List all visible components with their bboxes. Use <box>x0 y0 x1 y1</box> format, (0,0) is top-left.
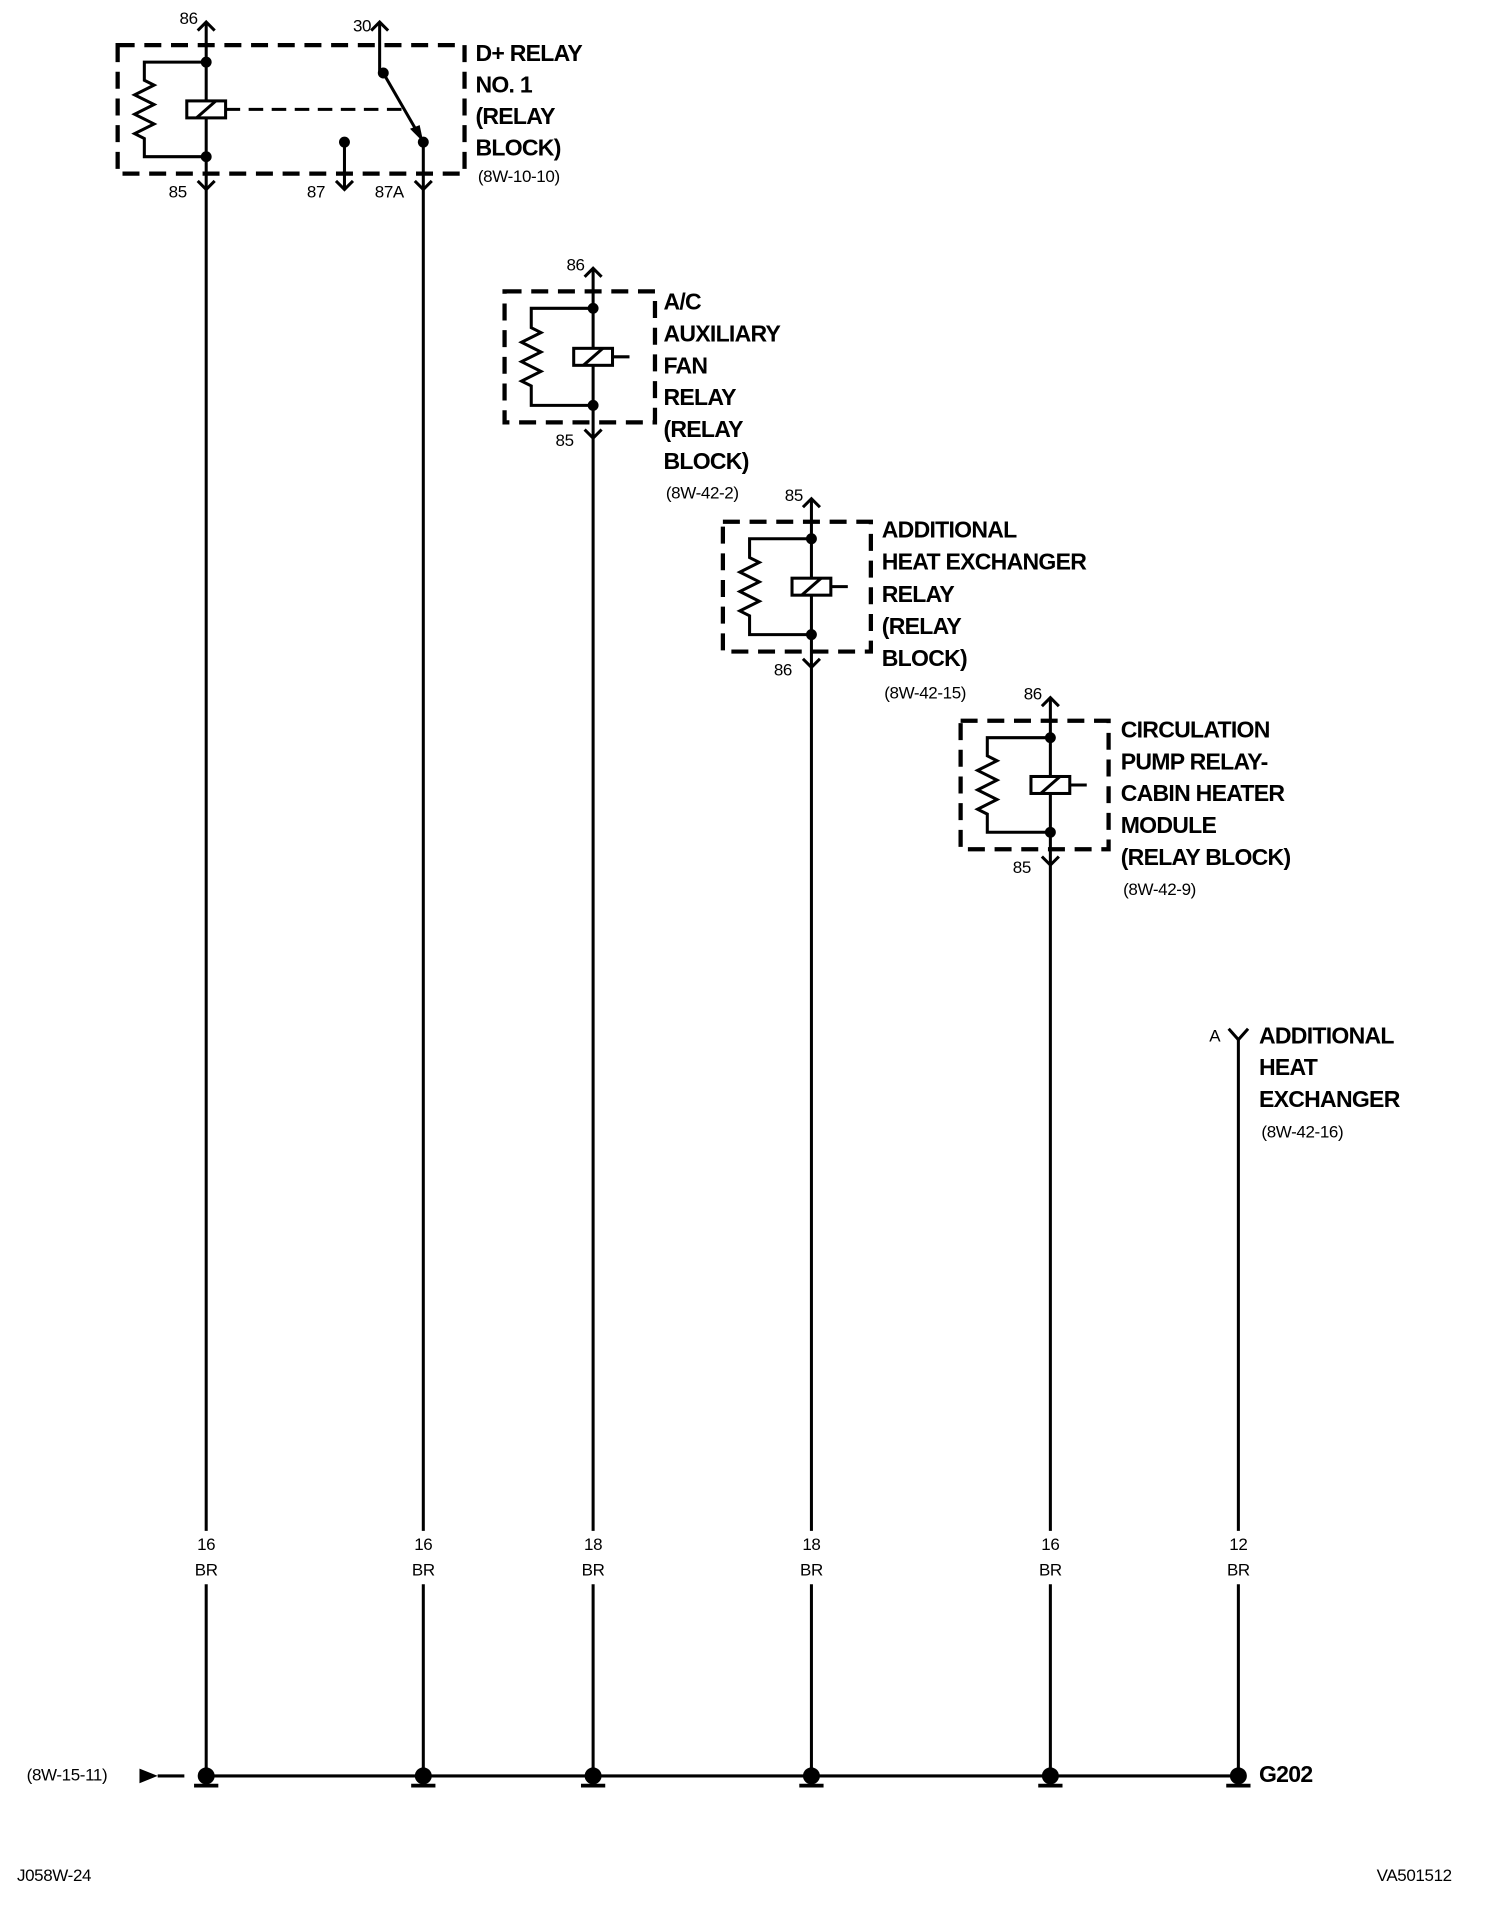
coil-line <box>582 347 604 367</box>
ground-ref: (8W-15-11) <box>27 1765 108 1784</box>
wire-color: BR <box>800 1560 823 1579</box>
pin-label: 30 <box>353 16 371 35</box>
node <box>200 56 212 68</box>
ground-label: G202 <box>1259 1761 1312 1787</box>
relay-label: BLOCK) <box>663 448 748 474</box>
relay-box <box>720 519 873 654</box>
pin-chevron <box>1040 695 1060 708</box>
relay-ref: (8W-10-10) <box>478 167 560 186</box>
splice <box>197 1767 215 1785</box>
pin-label: 86 <box>1024 685 1042 704</box>
footer-left: J058W-24 <box>17 1866 91 1885</box>
relay-label: CIRCULATION <box>1121 717 1270 743</box>
relay-label: BLOCK) <box>475 135 560 161</box>
pin-label: 87 <box>307 183 325 202</box>
splice <box>584 1767 602 1785</box>
resistor <box>736 537 812 637</box>
node <box>805 533 817 545</box>
wire-gauge: 16 <box>1041 1535 1059 1554</box>
wire-gauge: 12 <box>1229 1535 1247 1554</box>
splice <box>802 1767 820 1785</box>
pin-chevron <box>196 19 216 32</box>
relay-label: A/C <box>663 289 701 315</box>
pin-label: 85 <box>556 431 574 450</box>
relay-ref: (8W-42-15) <box>884 683 966 702</box>
relay-label: ADDITIONAL <box>882 517 1017 543</box>
connector-ref: (8W-42-16) <box>1261 1123 1343 1142</box>
relay-label: RELAY <box>663 384 736 410</box>
relay-label: CABIN HEATER <box>1121 780 1286 806</box>
relay-label: HEAT EXCHANGER <box>882 549 1087 575</box>
relay-box <box>502 289 658 425</box>
pin-chevron <box>583 266 603 278</box>
footer-right: VA501512 <box>1377 1866 1452 1885</box>
relay-label: RELAY <box>882 581 955 607</box>
wire-color: BR <box>1227 1560 1250 1579</box>
pin-label: 85 <box>1013 858 1031 877</box>
connector-pin: A <box>1209 1027 1221 1046</box>
relay-box <box>115 42 467 176</box>
resistor <box>518 306 594 407</box>
relay-ref: (8W-42-9) <box>1123 880 1196 899</box>
relay-ref: (8W-42-2) <box>666 483 739 502</box>
pin-chevron <box>334 179 355 192</box>
relay-label: (RELAY <box>475 103 555 129</box>
relay-label: BLOCK) <box>882 645 967 671</box>
pin-label: 85 <box>785 486 803 505</box>
relay-label: FAN <box>663 352 707 378</box>
node <box>1044 826 1056 838</box>
relay-box <box>958 718 1111 852</box>
relay-label: NO. 1 <box>475 71 532 97</box>
wire-gauge: 16 <box>414 1535 432 1554</box>
resistor <box>974 736 1051 834</box>
connector <box>1227 1027 1250 1042</box>
wire-gauge: 18 <box>584 1535 602 1554</box>
node <box>1044 732 1056 744</box>
pin-label: 86 <box>180 9 198 28</box>
connector-label: HEAT <box>1259 1054 1318 1080</box>
relay-label: (RELAY <box>663 416 743 442</box>
relay-label: (RELAY <box>882 613 962 639</box>
coil-line <box>1039 775 1062 795</box>
wire-gauge: 16 <box>197 1535 215 1554</box>
splice <box>1041 1767 1059 1785</box>
pin-label: 87A <box>375 183 405 202</box>
node <box>587 399 599 411</box>
splice <box>414 1767 432 1785</box>
pin-label: 85 <box>169 183 187 202</box>
pin-label: 86 <box>566 255 584 274</box>
relay-label: (RELAY BLOCK) <box>1121 844 1291 870</box>
wire-color: BR <box>195 1560 218 1579</box>
connector-label: ADDITIONAL <box>1259 1022 1394 1048</box>
wire-color: BR <box>1039 1560 1062 1579</box>
relay-label: PUMP RELAY- <box>1121 748 1268 774</box>
wire-color: BR <box>412 1560 435 1579</box>
arrow <box>139 1768 158 1784</box>
switch <box>381 72 421 137</box>
coil-line <box>195 99 217 120</box>
relay-label: MODULE <box>1121 812 1217 838</box>
relay-label: AUXILIARY <box>663 320 780 346</box>
pin-label: 86 <box>774 660 792 679</box>
node <box>587 302 599 314</box>
wire-color: BR <box>582 1560 605 1579</box>
node <box>200 151 212 163</box>
node <box>805 629 817 641</box>
connector-label: EXCHANGER <box>1259 1086 1401 1112</box>
resistor <box>131 60 207 159</box>
wire-gauge: 18 <box>802 1535 820 1554</box>
pin-chevron <box>801 496 821 509</box>
pin-chevron <box>370 19 390 32</box>
relay-label: D+ RELAY <box>475 40 582 66</box>
coil-line <box>800 577 823 597</box>
splice <box>1229 1767 1247 1785</box>
